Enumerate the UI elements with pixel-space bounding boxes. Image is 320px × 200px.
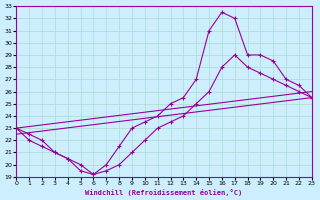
X-axis label: Windchill (Refroidissement éolien,°C): Windchill (Refroidissement éolien,°C) <box>85 189 243 196</box>
